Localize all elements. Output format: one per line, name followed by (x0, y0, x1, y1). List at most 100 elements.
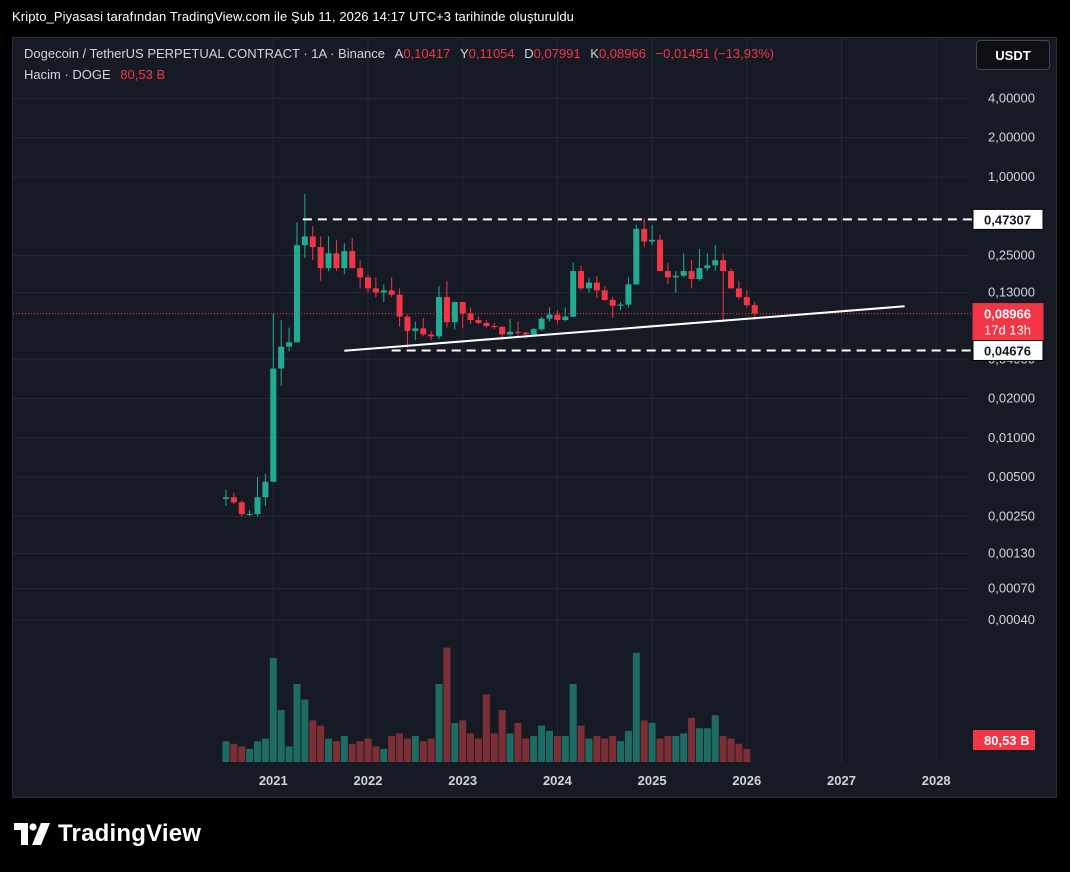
high-value: 0,11054 (468, 46, 515, 61)
symbol-legend[interactable]: Dogecoin / TetherUS PERPETUAL CONTRACT ·… (24, 46, 774, 61)
y-tick-label: 0,13000 (988, 285, 1035, 300)
y-tick-label: 0,00070 (988, 580, 1035, 595)
grid-lines (13, 38, 968, 763)
volume-bar (309, 720, 317, 762)
candle-body (372, 288, 379, 293)
volume-bar (277, 710, 285, 762)
volume-bar (593, 736, 601, 762)
volume-bar (624, 730, 632, 762)
current-price-label-bg (972, 303, 1044, 341)
candle-body (467, 313, 474, 321)
volume-bar (727, 738, 735, 762)
candle-body (664, 271, 671, 278)
y-tick-label: 4,00000 (988, 90, 1035, 105)
x-tick-label: 2023 (448, 773, 477, 788)
candle-body (475, 320, 482, 323)
volume-bar (490, 733, 498, 762)
volume-bar (680, 733, 688, 762)
candle-body (483, 322, 490, 327)
candle-body (357, 268, 364, 278)
volume-bar (506, 733, 514, 762)
volume-bar (269, 658, 277, 762)
volume-bar (553, 736, 561, 762)
candle-body (688, 271, 695, 280)
low-label: D (524, 46, 534, 61)
candle-body (728, 271, 735, 289)
volume-bar (230, 743, 238, 762)
candle-body (230, 497, 237, 503)
volume-bar (648, 723, 656, 762)
candle-body (601, 290, 608, 300)
y-tick-label: 0,01000 (988, 430, 1035, 445)
candle-body (404, 316, 411, 331)
drawn-lines (13, 218, 972, 352)
candle-body (546, 314, 553, 319)
candle-body (293, 245, 300, 343)
candle-body (696, 268, 703, 280)
candle-body (333, 253, 340, 269)
candle-body (443, 297, 450, 323)
volume-tag-bg (973, 730, 1035, 750)
volume-bar (261, 738, 269, 762)
volume-bar (332, 741, 340, 762)
volume-bar (640, 720, 648, 762)
volume-bar (325, 738, 333, 762)
tradingview-logo-icon (14, 823, 50, 845)
ascending-trendline (344, 305, 905, 352)
low-value: 0,07991 (533, 46, 581, 61)
candle-body (222, 497, 229, 499)
volume-bar (482, 694, 490, 762)
candle-body (704, 265, 711, 269)
candle-body (396, 294, 403, 317)
candle-body (278, 346, 285, 369)
volume-bar (522, 738, 530, 762)
open-label: A (394, 46, 404, 61)
candle-body (380, 290, 387, 293)
candle-body (625, 284, 632, 305)
volume-tag-label: 80,53 B (984, 733, 1030, 748)
volume-bar (664, 736, 672, 762)
y-tick-label: 0,00250 (988, 508, 1035, 523)
volume-bar (703, 728, 711, 762)
currency-button[interactable]: USDT (976, 40, 1050, 70)
volume-bar (246, 749, 254, 762)
candle-body (499, 326, 506, 335)
volume-bar (293, 684, 301, 762)
x-tick-label: 2022 (354, 773, 383, 788)
candle-body (507, 331, 514, 335)
candle-body (246, 514, 253, 516)
open-value: 0,10417 (403, 46, 451, 61)
volume-bar (546, 730, 554, 762)
candle-body (491, 326, 498, 328)
volume-bar (435, 684, 443, 762)
candle-body (656, 239, 663, 272)
candle-body (743, 297, 750, 306)
volume-bar (301, 699, 309, 762)
volume-bar (403, 738, 411, 762)
x-tick-label: 2021 (259, 773, 288, 788)
candle-body (649, 239, 656, 242)
volume-legend[interactable]: Hacim · DOGE 80,53 B (24, 67, 165, 82)
candle-body (349, 251, 356, 269)
volume-label: Hacim · DOGE (24, 67, 111, 82)
volume-bar (419, 741, 427, 762)
candle-body (388, 290, 395, 295)
candle-body (522, 332, 529, 335)
chart-frame[interactable] (12, 37, 1057, 798)
tradingview-logo: TradingView (14, 820, 201, 848)
symbol-name[interactable]: Dogecoin / TetherUS PERPETUAL CONTRACT ·… (24, 46, 386, 61)
candle-body (538, 318, 545, 330)
chart-caption: Kripto_Piyasasi tarafından TradingView.c… (12, 9, 575, 24)
candle-body (712, 260, 719, 266)
y-tick-label: 2,00000 (988, 130, 1035, 145)
candle-body (554, 314, 561, 321)
y-tick-label: 0,25000 (988, 248, 1035, 263)
x-tick-label: 2024 (543, 773, 573, 788)
candle-body (633, 228, 640, 285)
candle-body (270, 368, 277, 482)
volume-bar (656, 738, 664, 762)
volume-bar (317, 725, 325, 762)
volume-bar (340, 736, 348, 762)
x-tick-label: 2025 (638, 773, 667, 788)
